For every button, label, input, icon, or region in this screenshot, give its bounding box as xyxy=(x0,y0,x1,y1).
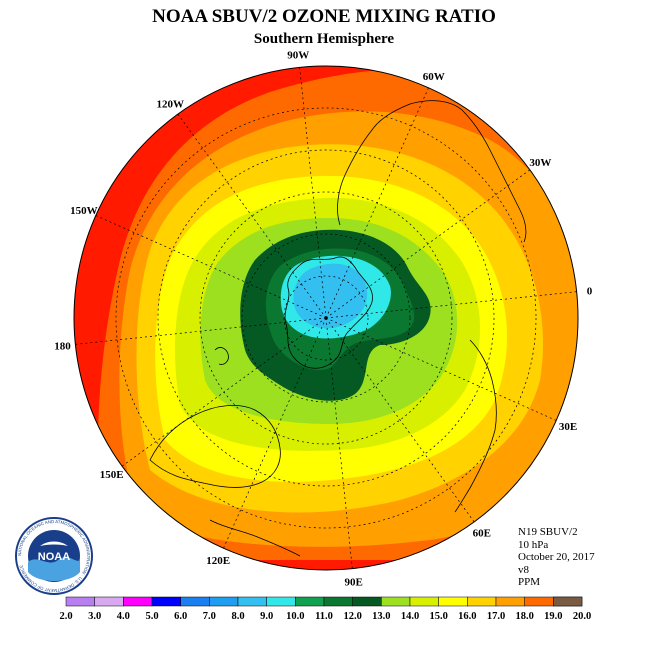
longitude-label: 0 xyxy=(587,285,593,297)
longitude-label: 120W xyxy=(156,99,184,111)
colorbar-label: 20.0 xyxy=(573,611,591,622)
meridian-line xyxy=(75,317,327,345)
polar-ozone-map: 90W 60W 30W 0 30E 60E 90E 120E 150E 180 150W 120W xyxy=(54,49,593,588)
colorbar-labels: 2.0 3.0 4.0 5.0 6.0 7.0 8.0 9.0 10.0 11.0 12.0 13.0… xyxy=(59,611,591,622)
map-border xyxy=(73,65,579,571)
map-title: NOAA SBUV/2 OZONE MIXING RATIO xyxy=(152,6,496,27)
map-metadata: N19 SBUV/2 10 hPa October 20, 2017 v8 PP… xyxy=(518,526,595,589)
version-label: v8 xyxy=(518,563,529,576)
colorbar-label: 18.0 xyxy=(515,611,533,622)
africa-coast xyxy=(454,339,497,513)
colorbar-label: 12.0 xyxy=(343,611,361,622)
longitude-label: 30W xyxy=(529,157,551,169)
meridians xyxy=(75,67,577,569)
colorbar-label: 15.0 xyxy=(429,611,447,622)
colorbar-label: 7.0 xyxy=(203,611,216,622)
colorbar-label: 11.0 xyxy=(315,611,333,622)
noaa-logo: NOAA NATIONAL OCEANIC AND ATMOSPHERIC AD… xyxy=(15,517,93,595)
australia-coast xyxy=(149,405,281,488)
meridian-line xyxy=(325,317,353,569)
new-zealand-coast xyxy=(214,347,229,365)
meridian-line xyxy=(325,317,475,523)
latitude-circle-4 xyxy=(157,149,495,487)
meridian-line xyxy=(325,87,429,319)
colorbar-label: 9.0 xyxy=(260,611,273,622)
longitude-label: 180 xyxy=(54,341,71,353)
antarctica-coast xyxy=(284,256,373,369)
colorbar-label: 6.0 xyxy=(174,611,187,622)
colorbar-label: 17.0 xyxy=(487,611,505,622)
latitude-circle-5 xyxy=(115,107,537,529)
longitude-labels: 90W 60W 30W 0 30E 60E 90E 120E 150E 180 150W 120W xyxy=(54,49,593,588)
ozone-field xyxy=(74,66,578,570)
meridian-line xyxy=(223,317,327,549)
meridian-line xyxy=(325,169,531,319)
pressure-level-label: 10 hPa xyxy=(518,538,549,551)
colorbar-label: 13.0 xyxy=(372,611,390,622)
colorbar-label: 2.0 xyxy=(59,611,72,622)
units-label: PPM xyxy=(518,576,541,588)
longitude-label: 60E xyxy=(473,527,491,539)
meridian-line xyxy=(177,113,327,319)
satellite-label: N19 SBUV/2 xyxy=(518,526,578,538)
indonesia-coast xyxy=(209,519,301,557)
longitude-label: 90W xyxy=(287,49,309,61)
longitude-label: 90E xyxy=(345,577,363,589)
longitude-label: 150E xyxy=(100,469,124,481)
latitude-circle-2 xyxy=(241,233,411,403)
meridian-line xyxy=(325,317,557,421)
colorbar-label: 4.0 xyxy=(117,611,130,622)
latitude-circle-1 xyxy=(283,275,369,361)
longitude-label: 60W xyxy=(423,71,445,83)
latitude-circle-3 xyxy=(199,191,453,445)
south-america-coast xyxy=(337,100,527,243)
longitude-label: 30E xyxy=(559,421,577,433)
logo-text: NOAA xyxy=(38,551,70,563)
meridian-line xyxy=(95,215,327,319)
logo-wave xyxy=(28,557,80,581)
meridian-line xyxy=(325,291,577,319)
meridian-line xyxy=(299,67,327,319)
meridian-line xyxy=(121,317,327,467)
colorbar-label: 8.0 xyxy=(231,611,244,622)
date-label: October 20, 2017 xyxy=(518,551,595,563)
colorbar-label: 10.0 xyxy=(286,611,304,622)
map-subtitle: Southern Hemisphere xyxy=(253,31,395,47)
longitude-label: 150W xyxy=(70,205,98,217)
colorbar-label: 5.0 xyxy=(145,611,158,622)
colorbar-label: 19.0 xyxy=(544,611,562,622)
coastlines xyxy=(149,100,527,557)
logo-gull xyxy=(40,541,68,546)
colorbar-label: 14.0 xyxy=(401,611,419,622)
longitude-label: 120E xyxy=(206,555,230,567)
graticule xyxy=(75,67,577,569)
colorbar-label: 3.0 xyxy=(88,611,101,622)
colorbar-label: 16.0 xyxy=(458,611,476,622)
